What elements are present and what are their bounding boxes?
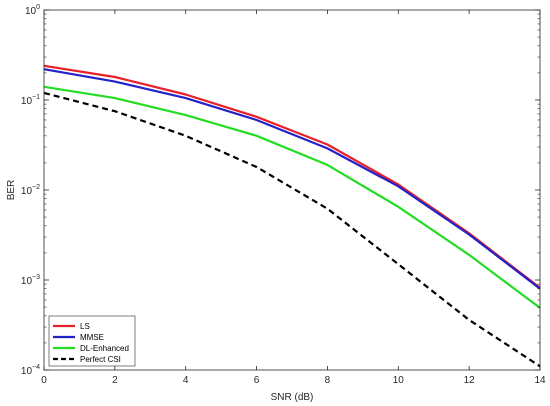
x-tick-label: 4	[183, 375, 189, 386]
x-tick-label: 8	[325, 375, 331, 386]
legend-label: Perfect CSI	[80, 355, 121, 364]
legend-label: MMSE	[80, 333, 104, 342]
x-tick-label: 6	[254, 375, 260, 386]
y-tick-label: 100	[25, 4, 40, 17]
x-tick-label: 10	[393, 375, 405, 386]
legend-box	[48, 315, 136, 367]
x-tick-label: 14	[534, 375, 546, 386]
y-tick-label: 10−4	[21, 364, 40, 377]
y-tick-label: 10−1	[21, 94, 40, 107]
y-tick-label: 10−2	[21, 184, 40, 197]
legend-label: LS	[80, 322, 90, 331]
legend: LS MMSE DL-Enhanced Perfect CSI	[48, 315, 136, 367]
x-tick-label: 12	[464, 375, 476, 386]
x-tick-label: 2	[112, 375, 118, 386]
x-axis: 0 2 4 6 8 10 12 14	[41, 10, 546, 386]
series-line-perfect-csi	[43, 91, 541, 368]
y-axis-label: BER	[6, 180, 17, 201]
y-tick-label: 10−3	[21, 274, 40, 287]
x-axis-label: SNR (dB)	[271, 392, 314, 403]
legend-label: DL-Enhanced	[80, 344, 129, 353]
series-line-dl-enhanced	[43, 85, 541, 309]
x-tick-label: 0	[41, 375, 47, 386]
series-line-mmse	[43, 68, 541, 290]
series-layer	[43, 64, 541, 368]
